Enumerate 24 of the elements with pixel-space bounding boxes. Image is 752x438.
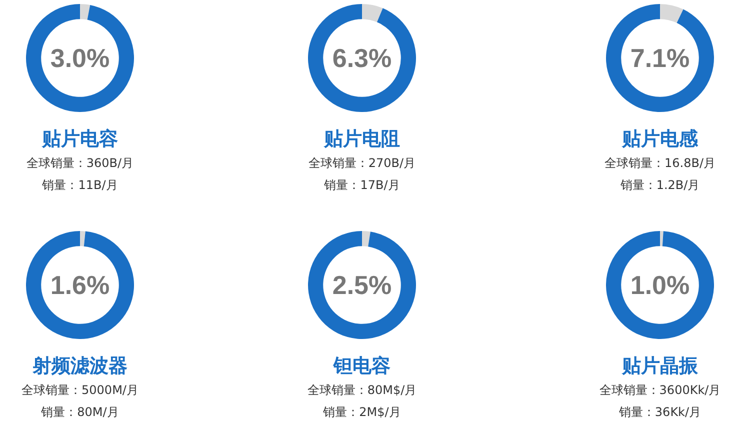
text: 销量：11B/月 <box>41 177 119 194</box>
text: 销量：2M$/月 <box>322 404 402 421</box>
text: 全球销量：16.8B/月 <box>604 155 716 172</box>
text: 销量：80M/月 <box>40 404 120 421</box>
text: 销量：1.2B/月 <box>619 177 701 194</box>
text: 贴片电阻 <box>322 127 401 152</box>
text: 全球销量：3600Kk/月 <box>598 382 722 399</box>
text: 1.6% <box>50 270 110 300</box>
text: 射频滤波器 <box>32 354 128 379</box>
text: 全球销量：80M$/月 <box>306 382 418 399</box>
text: 6.3% <box>332 43 392 74</box>
text: 钽电容 <box>332 354 392 379</box>
text: 销量：17B/月 <box>323 177 401 194</box>
text: 3.0% <box>50 43 110 74</box>
text: 贴片晶振 <box>620 354 699 379</box>
text: 全球销量：360B/月 <box>25 155 135 172</box>
text: 全球销量：5000M/月 <box>20 382 140 399</box>
text: 1.0% <box>630 270 690 300</box>
text: 贴片电容 <box>40 127 119 152</box>
text: 销量：36Kk/月 <box>618 404 702 421</box>
text: 2.5% <box>332 270 392 300</box>
text: 贴片电感 <box>620 127 699 152</box>
text: 全球销量：270B/月 <box>307 155 417 172</box>
text: 7.1% <box>630 43 690 74</box>
